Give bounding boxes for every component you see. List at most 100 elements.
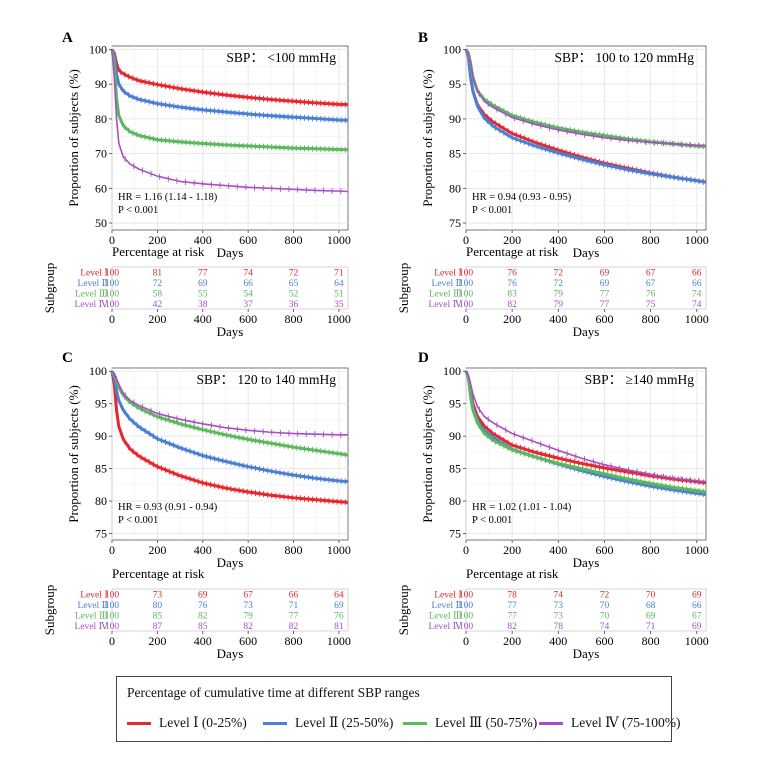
risk-cell: 69: [334, 601, 344, 611]
plot-area: [111, 367, 349, 541]
risk-cell: 74: [243, 268, 253, 278]
risk-cell: 83: [507, 289, 517, 299]
risk-cell: 100: [105, 300, 120, 310]
panel-label: B: [418, 30, 428, 46]
x-axis-title: Days: [217, 245, 244, 260]
risk-x-tick-label: 800: [642, 312, 660, 326]
risk-row-label: Level Ⅳ: [75, 300, 109, 310]
risk-x-tick-label: 0: [109, 634, 115, 648]
y-tick-label: 90: [95, 77, 107, 91]
x-axis-title: Days: [573, 555, 600, 570]
x-tick-label: 0: [109, 543, 115, 557]
panel-c: C0 200 400 600 800 10007580859095100DaysPropo…: [42, 350, 351, 661]
risk-cell: 77: [198, 268, 208, 278]
risk-cell: 72: [289, 268, 299, 278]
risk-x-tick-label: 200: [148, 634, 166, 648]
risk-cell: 69: [692, 590, 702, 600]
risk-table-title: Percentage at risk: [112, 244, 205, 259]
risk-cell: 37: [243, 300, 253, 310]
risk-cell: 66: [692, 601, 702, 611]
y-tick-label: 75: [449, 216, 461, 230]
x-tick-label: 1000: [685, 233, 709, 247]
series-line: [464, 370, 707, 494]
y-tick-label: 85: [449, 147, 461, 161]
p-value-text: P < 0.001: [118, 205, 158, 216]
panel-label: D: [418, 350, 429, 366]
x-tick-label: 600: [595, 543, 613, 557]
risk-cell: 72: [554, 268, 564, 278]
risk-row-label: Level Ⅲ: [429, 289, 462, 299]
risk-cell: 71: [334, 268, 344, 278]
risk-cell: 69: [646, 611, 656, 621]
risk-row-label: Level Ⅲ: [429, 611, 462, 621]
risk-x-tick-label: 600: [239, 634, 257, 648]
x-tick-label: 400: [194, 233, 212, 247]
p-value-text: P < 0.001: [472, 515, 512, 526]
x-tick-label: 600: [595, 233, 613, 247]
risk-cell: 82: [289, 622, 299, 632]
risk-cell: 68: [646, 601, 656, 611]
y-axis-title: Proportion of subjects (%): [66, 69, 81, 207]
risk-cell: 69: [692, 622, 702, 632]
x-tick-label: 200: [503, 233, 521, 247]
risk-cell: 66: [692, 268, 702, 278]
risk-cell: 100: [459, 590, 474, 600]
x-tick-label: 600: [239, 233, 257, 247]
risk-cell: 81: [334, 622, 344, 632]
risk-x-tick-label: 600: [595, 634, 613, 648]
series-level-4: [465, 370, 707, 485]
risk-x-tick-label: 200: [148, 312, 166, 326]
risk-x-tick-label: 600: [239, 312, 257, 326]
risk-x-tick-label: 400: [549, 312, 567, 326]
series-line: [111, 370, 348, 436]
series-line: [464, 48, 707, 184]
risk-cell: 73: [554, 601, 564, 611]
y-tick-label: 95: [449, 397, 461, 411]
risk-y-axis-title: Subgroup: [42, 263, 57, 314]
y-tick-label: 85: [95, 462, 107, 476]
x-axis-title: Days: [217, 555, 244, 570]
y-tick-label: 90: [95, 429, 107, 443]
risk-cell: 100: [459, 611, 474, 621]
x-axis-title: Days: [573, 245, 600, 260]
series-line: [465, 49, 706, 147]
risk-cell: 70: [600, 611, 610, 621]
legend-items: Level Ⅰ (0-25%) Level Ⅱ (25-50%) Level Ⅲ…: [127, 713, 680, 733]
risk-x-axis-title: Days: [573, 646, 600, 661]
risk-cell: 100: [459, 300, 474, 310]
risk-row-label: Level Ⅰ: [80, 590, 108, 600]
series-level-3: [464, 370, 707, 495]
series-line: [111, 49, 349, 193]
series-level-1: [110, 48, 349, 108]
plot-area: [465, 367, 707, 541]
risk-row-label: Level Ⅱ: [432, 601, 462, 611]
series-level-2: [110, 49, 349, 124]
risk-cell: 64: [334, 590, 344, 600]
risk-cell: 100: [459, 622, 474, 632]
sbp-annotation: SBP： <100 mmHg: [226, 50, 336, 65]
y-tick-label: 95: [449, 77, 461, 91]
legend-swatch-level-1: [127, 721, 151, 725]
risk-cell: 72: [554, 279, 564, 289]
risk-cell: 70: [646, 590, 656, 600]
risk-cell: 69: [600, 268, 610, 278]
legend-item-level-2: Level Ⅱ (25-50%): [263, 713, 393, 733]
risk-cell: 100: [459, 279, 474, 289]
series-line: [110, 370, 349, 484]
x-tick-label: 200: [148, 233, 166, 247]
risk-y-axis-title: Subgroup: [396, 585, 411, 636]
risk-cell: 79: [554, 289, 564, 299]
hr-text: HR = 1.02 (1.01 - 1.04): [472, 502, 572, 513]
risk-cell: 77: [507, 611, 517, 621]
risk-y-axis-title: Subgroup: [42, 585, 57, 636]
risk-cell: 73: [153, 590, 163, 600]
y-tick-label: 100: [89, 364, 107, 378]
risk-x-tick-label: 1000: [327, 634, 351, 648]
risk-row-label: Level Ⅲ: [75, 289, 108, 299]
risk-cell: 100: [459, 601, 474, 611]
sbp-annotation: SBP： ≥140 mmHg: [585, 372, 695, 387]
risk-row-label: Level Ⅳ: [429, 300, 463, 310]
y-tick-label: 80: [95, 112, 107, 126]
y-tick-label: 80: [449, 494, 461, 508]
